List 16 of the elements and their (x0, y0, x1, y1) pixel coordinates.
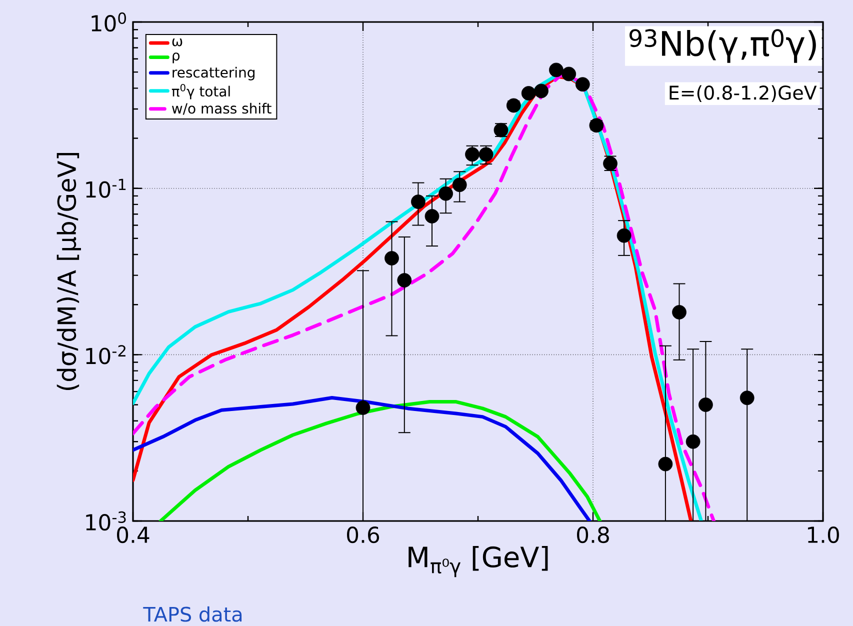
x-axis-title: M$_{π⁰γ}$ [GeV] (408, 546, 548, 578)
legend-label: ρ (172, 52, 180, 64)
text: TAPS data (143, 606, 242, 622)
y-tick-label: 10$^{0}$ (92, 12, 126, 32)
legend-label: w/o mass shift (172, 102, 272, 115)
chart-title: $^{93}$Nb(γ,π$^{0}$γ) (630, 29, 816, 63)
legend-label: ω (172, 38, 182, 46)
legend-label: rescattering (172, 66, 254, 80)
y-axis-title: (dσ/dM)/A [μb/GeV] (56, 153, 81, 390)
y-tick-label: 10$^{-1}$ (86, 178, 126, 198)
x-tick-label: 0.6 (347, 526, 380, 544)
x-tick-label: 1.0 (808, 526, 839, 544)
x-tick-label: 0.8 (577, 526, 609, 544)
y-tick-label: 10$^{-2}$ (86, 345, 126, 364)
legend-label: π$^{0}$γ total (172, 84, 230, 100)
annotation: E=(0.8-1.2)GeV (670, 85, 817, 102)
